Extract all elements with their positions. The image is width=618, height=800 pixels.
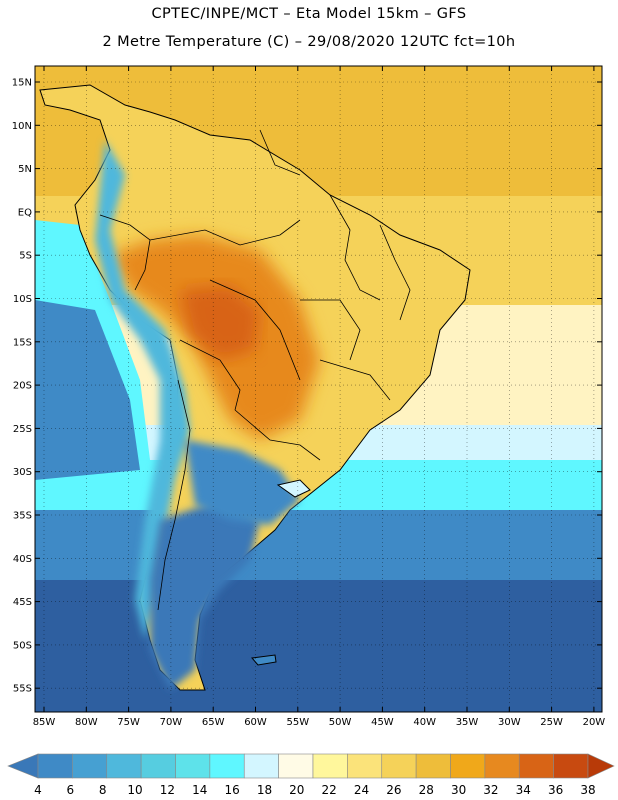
colorbar-label: 16 (224, 783, 239, 797)
colorbar-segment (450, 753, 486, 779)
colorbar-label: 12 (160, 783, 175, 797)
colorbar-label: 10 (127, 783, 142, 797)
colorbar-segment (72, 753, 108, 779)
colorbar-label: 24 (354, 783, 369, 797)
longitude-axis: 85W 80W 75W 70W 65W 60W 55W 50W 45W 40W 35W 30W 25W 2… (33, 66, 606, 728)
lon-label: 25W (540, 717, 563, 728)
ocean-mid-band (35, 500, 602, 580)
colorbar: 4 6 8 10 12 14 16 18 20 22 24 26 28 30 32 34 36 38 (7, 753, 615, 797)
colorbar-segment (415, 753, 451, 779)
lat-label: 35S (13, 511, 32, 522)
colorbar-label: 32 (483, 783, 498, 797)
colorbar-segment (209, 753, 245, 779)
lon-label: 50W (329, 717, 352, 728)
colorbar-label: 22 (322, 783, 337, 797)
andes-cool-strip (95, 140, 190, 640)
latitude-axis: 15N 10N 5N EQ 5S 10S 15S 20S 25S 30S 35S 40S 45S 50S 5… (12, 78, 602, 695)
lat-label: 25S (13, 424, 32, 435)
colorbar-label: 8 (99, 783, 107, 797)
colorbar-segment (37, 753, 73, 779)
colorbar-segment (484, 753, 520, 779)
lat-label: EQ (18, 207, 32, 218)
colorbar-label: 28 (419, 783, 434, 797)
colorbar-segment (381, 753, 417, 779)
lon-label: 80W (75, 717, 98, 728)
lat-label: 20S (13, 381, 32, 392)
lon-label: 55W (286, 717, 309, 728)
map-frame (34, 65, 603, 713)
lon-label: 65W (202, 717, 225, 728)
lat-label: 10S (13, 294, 32, 305)
map-field (35, 66, 602, 712)
falkland-islands (251, 654, 277, 666)
lat-label: 40S (13, 554, 32, 565)
colorbar-label: 34 (516, 783, 531, 797)
colorbar-segment (175, 753, 211, 779)
colorbar-segment (140, 753, 176, 779)
pacific-mid-wedge (35, 300, 140, 480)
colorbar-segment (518, 753, 554, 779)
colorbar-label: 6 (67, 783, 75, 797)
colorbar-label: 38 (580, 783, 595, 797)
colorbar-left-arrow (7, 753, 39, 779)
lon-label: 75W (117, 717, 140, 728)
colorbar-segment (347, 753, 383, 779)
colorbar-label: 4 (34, 783, 42, 797)
rio-de-la-plata (276, 479, 311, 498)
lat-label: 15S (13, 337, 32, 348)
lat-label: 45S (13, 597, 32, 608)
lon-label: 85W (33, 717, 56, 728)
lat-label: 50S (13, 640, 32, 651)
country-borders (99, 129, 411, 611)
southern-cone-cool (185, 440, 300, 525)
lon-label: 40W (413, 717, 436, 728)
ocean-south-band (35, 560, 602, 712)
colorbar-label: 20 (289, 783, 304, 797)
colorbar-label: 30 (451, 783, 466, 797)
colorbar-label: 36 (548, 783, 563, 797)
lat-label: 5N (18, 164, 32, 175)
lon-label: 70W (160, 717, 183, 728)
lon-label: 45W (371, 717, 394, 728)
colorbar-segment (243, 753, 279, 779)
colorbar-label: 26 (386, 783, 401, 797)
colorbar-label: 14 (192, 783, 207, 797)
lat-label: 5S (19, 251, 32, 262)
lat-label: 10N (12, 121, 32, 132)
lon-label: 35W (456, 717, 479, 728)
colorbar-segment (312, 753, 348, 779)
lon-label: 30W (498, 717, 521, 728)
grid-lines (35, 66, 602, 712)
map-title: CPTEC/INPE/MCT – Eta Model 15km – GFS (151, 6, 467, 22)
patagonia (150, 500, 260, 690)
lon-label: 20W (583, 717, 606, 728)
colorbar-segment (553, 753, 589, 779)
hotter-core (180, 285, 260, 360)
lat-label: 55S (13, 684, 32, 695)
colorbar-segment (278, 753, 314, 779)
lat-label: 15N (12, 78, 32, 89)
lat-label: 30S (13, 467, 32, 478)
colorbar-right-arrow (587, 753, 615, 779)
colorbar-label: 18 (257, 783, 272, 797)
map-subtitle: 2 Metre Temperature (C) – 29/08/2020 12U… (102, 34, 516, 50)
colorbar-segment (106, 753, 142, 779)
lon-label: 60W (244, 717, 267, 728)
